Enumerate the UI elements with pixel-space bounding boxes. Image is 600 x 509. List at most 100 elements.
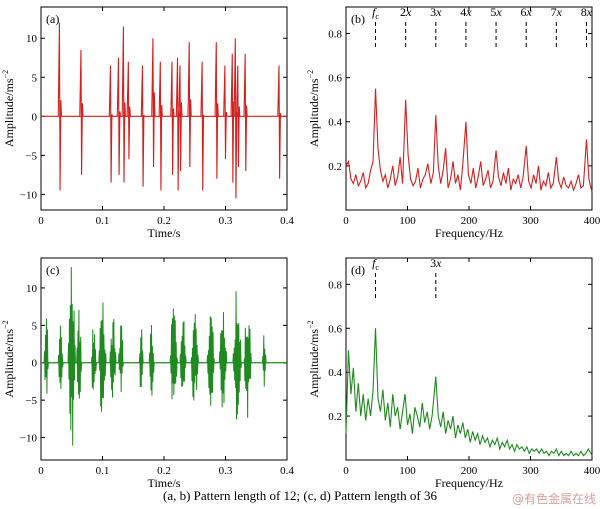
x-tick-label: 400 (584, 465, 600, 477)
x-tick-label: 100 (399, 465, 416, 477)
harmonic-label: 7x (551, 5, 563, 19)
harmonic-label: 3x (430, 256, 442, 270)
y-tick-label: 5 (32, 320, 38, 332)
impulse (223, 65, 228, 160)
y-tick-label: 0.2 (328, 161, 342, 173)
burst (90, 329, 97, 390)
burst (67, 267, 76, 446)
x-axis-label: Frequency/Hz (435, 476, 503, 490)
y-tick-label: 5 (32, 72, 38, 84)
spectrum-line (345, 88, 593, 193)
impulse (57, 22, 62, 191)
y-tick-label: 0.6 (328, 73, 342, 85)
impulse (140, 65, 145, 187)
impulse (233, 38, 238, 199)
burst (57, 325, 64, 389)
harmonic-label: 3x (430, 5, 442, 19)
x-tick-label: 0.4 (280, 465, 294, 477)
x-tick-label: 0 (343, 465, 349, 477)
impulse (175, 57, 181, 191)
plot-frame (345, 257, 593, 461)
y-tick-label: 0.8 (328, 28, 342, 40)
impulse (126, 61, 131, 160)
x-tick-label: 0.2 (157, 215, 171, 227)
panel-c: 0 0.1 0.2 0.3 0.4 −10 −5 0 5 10 Time/s Amplitude/ms… (1, 257, 294, 490)
x-tick-label: 0.3 (219, 465, 233, 477)
y-axis-label: Amplitude/ms−2 (1, 320, 16, 397)
x-axis-label: Frequency/Hz (435, 226, 503, 240)
burst (243, 325, 252, 418)
harmonic-label: 8x (581, 5, 593, 19)
x-tick-label: 0 (343, 215, 349, 227)
panel-d: 0 100 200 300 400 0.2 0.4 0.6 0.8 Frequency/Hz Amp… (306, 256, 600, 490)
y-tick-label: 10 (26, 283, 38, 295)
harmonic-label: fc (372, 5, 379, 21)
x-tick-label: 400 (584, 215, 600, 227)
y-tick-label: −10 (20, 433, 38, 445)
x-tick-label: 0.1 (96, 465, 110, 477)
x-tick-label: 0 (38, 215, 44, 227)
plot-frame (40, 6, 288, 211)
burst (232, 291, 242, 420)
impulse (170, 61, 175, 175)
impulse (151, 38, 156, 168)
x-tick-label: 0.1 (96, 215, 110, 227)
harmonic-label: 4x (460, 5, 472, 19)
burst (261, 335, 267, 387)
y-tick-label: 0.6 (328, 323, 342, 335)
y-tick-label: 0.8 (328, 279, 342, 291)
impulse (214, 42, 219, 179)
harmonic-label: 2x (400, 5, 412, 19)
x-tick-label: 0.2 (157, 465, 171, 477)
x-tick-label: 0.4 (280, 215, 294, 227)
impulse (108, 65, 114, 183)
x-tick-label: 100 (399, 215, 416, 227)
impulse (116, 57, 122, 175)
panel-label: (d) (351, 263, 365, 277)
y-tick-label: 0.4 (328, 117, 342, 129)
harmonic-label: 5x (490, 5, 502, 19)
y-axis-label: Amplitude/ms−2 (306, 320, 321, 397)
impulse (79, 49, 84, 175)
x-axis-label: Time/s (148, 476, 181, 490)
x-tick-label: 0 (38, 465, 44, 477)
y-tick-label: 0 (32, 358, 38, 370)
impulse (243, 53, 248, 171)
panel-a: 0 0.1 0.2 0.3 0.4 −10 −5 0 5 10 Time/s Amplitude/ms… (1, 6, 294, 240)
burst (169, 308, 179, 400)
impulse (277, 65, 282, 179)
x-axis-label: Time/s (148, 226, 181, 240)
x-tick-label: 300 (522, 215, 539, 227)
burst (138, 329, 144, 387)
y-axis-label: Amplitude/ms−2 (1, 70, 16, 147)
burst (218, 312, 228, 408)
x-tick-label: 200 (461, 465, 478, 477)
impulse (121, 26, 126, 183)
y-tick-label: 0.2 (328, 411, 342, 423)
panel-label: (c) (46, 263, 59, 277)
impulse (230, 53, 235, 183)
impulse (178, 65, 183, 171)
x-tick-label: 300 (522, 465, 539, 477)
panel-label: (a) (46, 12, 59, 26)
harmonic-label: 6x (521, 5, 533, 19)
y-tick-label: 10 (26, 33, 38, 45)
burst (206, 316, 215, 406)
y-tick-label: 0.4 (328, 367, 342, 379)
x-tick-label: 0.3 (219, 215, 233, 227)
burst (43, 318, 49, 394)
impulse (187, 42, 192, 168)
burst (98, 302, 107, 412)
y-tick-label: −10 (20, 189, 38, 201)
burst (148, 325, 155, 396)
figure-caption: (a, b) Pattern length of 12; (c, d) Patt… (162, 488, 437, 503)
burst (76, 309, 83, 399)
burst (190, 314, 199, 401)
impulse (158, 61, 163, 191)
impulse (200, 61, 205, 191)
panel-label: (b) (351, 12, 365, 26)
y-axis-label: Amplitude/ms−2 (306, 70, 321, 147)
panel-b: 0 100 200 300 400 0.2 0.4 0.6 0.8 Frequency/Hz Amp… (306, 5, 600, 240)
impulse (236, 65, 241, 168)
